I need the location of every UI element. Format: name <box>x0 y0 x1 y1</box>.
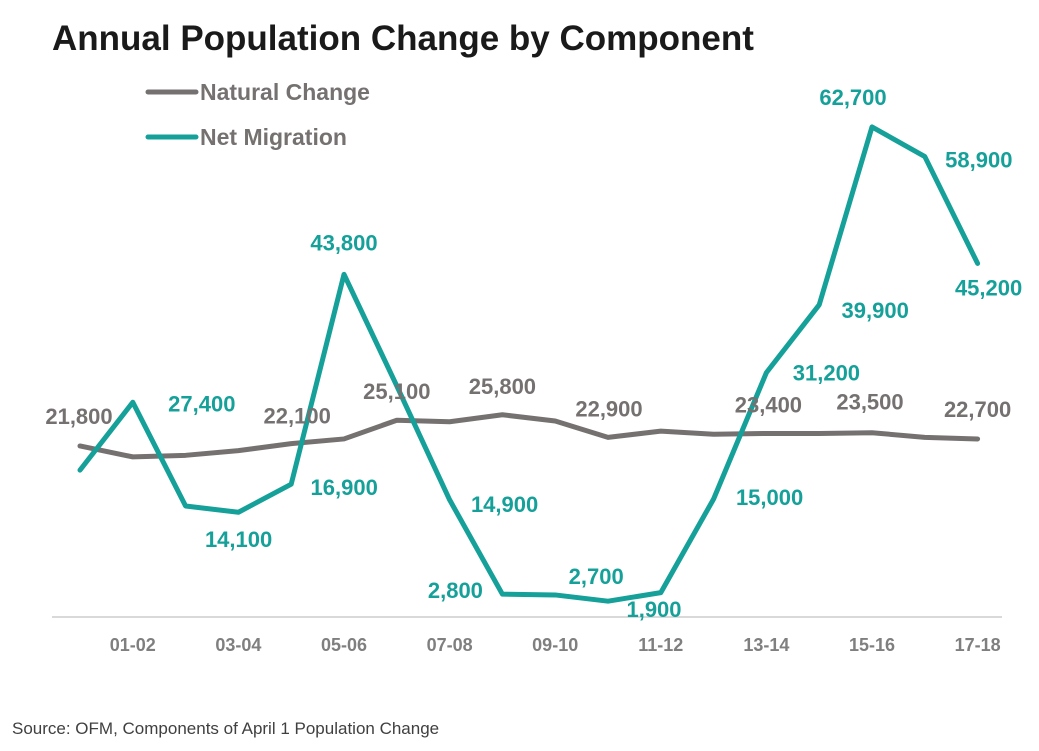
series-group <box>77 124 981 604</box>
x-tick-label: 03-04 <box>215 635 261 655</box>
data-label-net-migration: 2,800 <box>428 578 483 603</box>
data-label-net-migration: 16,900 <box>311 475 378 500</box>
data-label-net-migration: 58,900 <box>945 148 1012 173</box>
x-tick-label: 09-10 <box>532 635 578 655</box>
data-label-net-migration: 14,100 <box>205 527 272 552</box>
data-label-net-migration: 1,900 <box>626 597 681 622</box>
data-label-natural-change: 22,900 <box>575 396 642 421</box>
data-label-natural-change: 23,400 <box>735 392 802 417</box>
data-label-net-migration: 14,900 <box>471 492 538 517</box>
x-tick-label: 15-16 <box>849 635 895 655</box>
data-label-natural-change: 22,700 <box>944 397 1011 422</box>
x-tick-label: 13-14 <box>743 635 789 655</box>
data-label-natural-change: 25,800 <box>469 374 536 399</box>
x-axis-ticks: 01-02 03-04 05-06 07-08 09-10 11-12 13-14 15-16… <box>110 635 1001 655</box>
data-label-natural-change: 25,100 <box>363 379 430 404</box>
x-tick-label: 07-08 <box>427 635 473 655</box>
data-label-natural-change: 23,500 <box>836 390 903 415</box>
data-label-net-migration: 45,200 <box>955 275 1022 300</box>
data-label-natural-change: 21,800 <box>45 404 112 429</box>
x-tick-label: 17-18 <box>955 635 1001 655</box>
legend-label-net-migration: Net Migration <box>200 124 347 150</box>
data-label-net-migration: 2,700 <box>569 564 624 589</box>
data-label-net-migration: 15,000 <box>736 485 803 510</box>
data-label-net-migration: 31,200 <box>793 361 860 386</box>
x-tick-label: 11-12 <box>638 635 683 655</box>
data-label-net-migration: 27,400 <box>168 391 235 416</box>
x-tick-label: 05-06 <box>321 635 367 655</box>
chart-title: Annual Population Change by Component <box>52 19 754 58</box>
data-label-net-migration: 62,700 <box>819 85 886 110</box>
data-label-net-migration: 43,800 <box>310 230 377 255</box>
data-label-natural-change: 22,100 <box>264 404 331 429</box>
x-tick-label: 01-02 <box>110 635 156 655</box>
source-note: Source: OFM, Components of April 1 Popul… <box>12 719 439 738</box>
series-line-natural-change <box>77 412 981 460</box>
legend-label-natural-change: Natural Change <box>200 79 370 105</box>
data-labels: 21,800 22,100 25,100 25,800 22,900 23,400 23,5… <box>45 85 1022 622</box>
legend: Natural Change Net Migration <box>145 79 370 150</box>
series-line-net-migration <box>77 124 981 604</box>
data-label-net-migration: 39,900 <box>842 298 909 323</box>
